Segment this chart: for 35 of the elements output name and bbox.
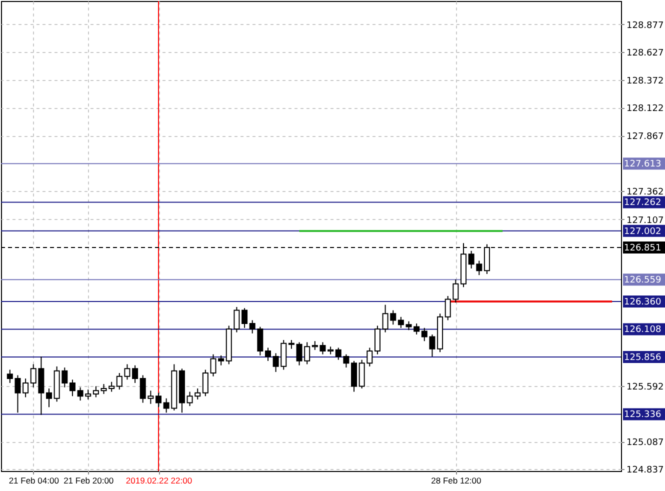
ref-line-label: 126.108: [624, 325, 662, 336]
candlestick: [156, 392, 162, 408]
y-tick-label: 128.372: [626, 76, 664, 87]
ref-line-label: 125.856: [624, 352, 662, 363]
ref-line-label: 126.360: [624, 297, 662, 308]
candlestick: [242, 308, 248, 328]
x-tick-label: 28 Feb 12:00: [431, 476, 482, 486]
x-tick-label: 21 Feb 20:00: [64, 476, 114, 486]
ref-line-label: 127.613: [624, 160, 662, 170]
candlestick: [374, 325, 380, 355]
x-tick-label: 21 Feb 04:00: [8, 476, 60, 486]
candlestick: [69, 379, 76, 397]
ref-line-label: 125.336: [624, 410, 662, 420]
ref-line-label: 126.851: [624, 243, 662, 254]
candlestick: [264, 347, 271, 362]
candlestick: [132, 364, 138, 384]
candlestick: [92, 386, 99, 398]
y-tick-label: 127.867: [626, 132, 664, 142]
y-tick-label: 128.877: [626, 20, 664, 31]
y-tick-label: 124.837: [626, 466, 664, 476]
candlestick: [22, 378, 29, 398]
candlestick: [46, 388, 52, 408]
ref-line-label: 127.002: [624, 226, 662, 237]
candlestick: [398, 316, 404, 328]
x-tick-label: 2019.02.22 22:00: [126, 476, 192, 486]
y-tick-label: 128.627: [626, 48, 664, 58]
ref-line-label: 126.559: [624, 276, 662, 286]
candlestick: [218, 354, 224, 366]
candlestick: [351, 360, 358, 392]
ref-line-label: 127.262: [624, 198, 662, 208]
y-tick-label: 125.087: [626, 438, 664, 448]
y-tick-label: 125.592: [626, 382, 664, 393]
y-tick-label: 128.122: [626, 104, 664, 114]
y-tick-label: 127.362: [626, 188, 664, 198]
y-tick-label: 127.107: [626, 216, 664, 226]
